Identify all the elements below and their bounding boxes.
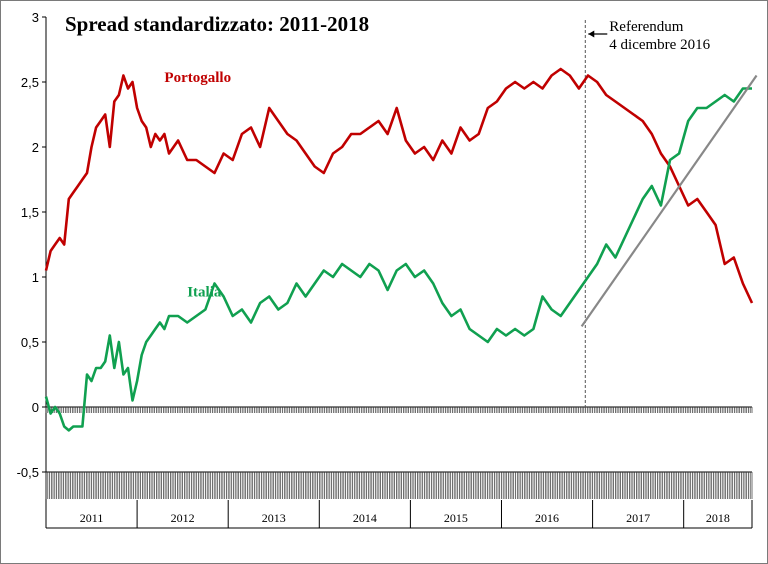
- referendum-annotation: Referendum 4 dicembre 2016: [584, 19, 711, 410]
- y-tick-label: 0,5: [21, 335, 39, 350]
- year-label: 2013: [262, 511, 286, 525]
- trend-line: [580, 74, 758, 328]
- y-tick-label: 1,5: [21, 205, 39, 220]
- series-line-italia: [44, 87, 752, 432]
- y-tick-label: 2,5: [21, 75, 39, 90]
- y-tick-label: 0: [32, 400, 39, 415]
- y-tick-label: 2: [32, 140, 39, 155]
- year-label: 2011: [80, 511, 104, 525]
- year-label: 2012: [171, 511, 195, 525]
- annotation-line-1: Referendum: [609, 19, 683, 35]
- bottom-axis-ticks: [45, 472, 753, 499]
- series-line-portogallo: [44, 67, 754, 304]
- year-label: 2014: [353, 511, 377, 525]
- zero-line-ticks: [45, 407, 753, 413]
- series-lines: Portogallo Italia: [44, 67, 758, 432]
- annotation-line-2: 4 dicembre 2016: [609, 37, 710, 53]
- year-label: 2017: [626, 511, 650, 525]
- y-tick-label: 1: [32, 270, 39, 285]
- x-axis-hatch: [45, 407, 753, 499]
- arrow-head: [588, 30, 595, 38]
- series-label-italia: Italia: [187, 285, 222, 301]
- chart-title: Spread standardizzato: 2011-2018: [65, 12, 369, 36]
- year-bar: 2011 2012 2013 2014 2015 2016 2017 2018: [46, 500, 753, 529]
- series-label-portogallo: Portogallo: [164, 70, 231, 86]
- year-label: 2015: [444, 511, 468, 525]
- year-label: 2018: [706, 511, 730, 525]
- year-label: 2016: [535, 511, 559, 525]
- y-tick-label: -0,5: [17, 465, 39, 480]
- y-tick-label: 3: [32, 10, 39, 25]
